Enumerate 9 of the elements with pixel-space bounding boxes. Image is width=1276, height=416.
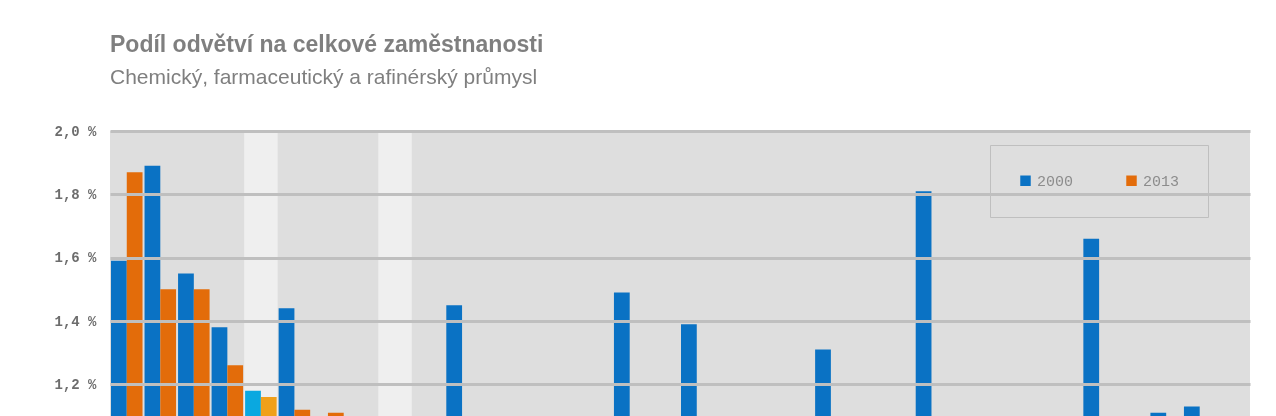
y-tick-label: 1,6 %: [54, 250, 98, 267]
legend-label: 2000: [1037, 173, 1074, 191]
chart-subtitle: Chemický, farmaceutický a rafinérský průmysl: [110, 65, 538, 88]
y-tick-label: 1,2 %: [54, 376, 98, 393]
legend-label: 2013: [1143, 173, 1180, 191]
y-tick-label: 2,0 %: [54, 123, 98, 140]
y-tick-label: 1,4 %: [54, 313, 98, 330]
chart-title: Podíl odvětví na celkové zaměstnanosti: [110, 31, 544, 57]
y-tick-label: 1,8 %: [54, 186, 98, 203]
